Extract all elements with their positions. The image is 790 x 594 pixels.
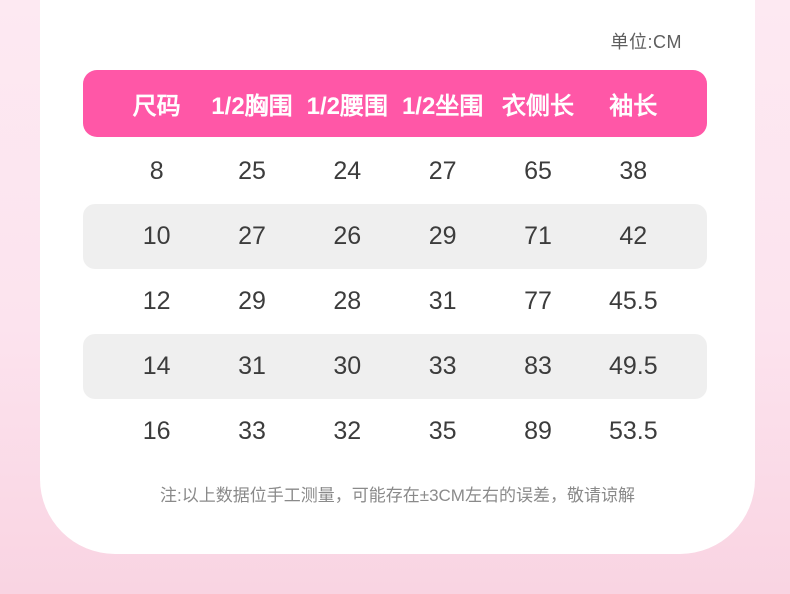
cell-waist: 24: [333, 157, 362, 185]
cell-sleeve: 49.5: [608, 352, 658, 380]
cell-length: 89: [524, 417, 552, 445]
cell-sleeve: 42: [619, 222, 648, 250]
column-header-waist: 1/2腰围: [306, 93, 388, 120]
cell-length: 65: [524, 157, 552, 185]
measurement-note: 注:以上数据位手工测量，可能存在±3CM左右的误差，敬请谅解: [160, 486, 635, 505]
cell-chest: 33: [238, 417, 266, 445]
column-header-chest: 1/2胸围: [211, 93, 293, 120]
cell-hip: 29: [428, 222, 457, 250]
cell-size: 16: [142, 417, 171, 445]
column-header-length: 衣侧长: [501, 93, 574, 120]
cell-size: 8: [149, 157, 164, 185]
cell-length: 77: [524, 287, 552, 315]
cell-waist: 28: [333, 287, 362, 315]
cell-chest: 31: [238, 352, 266, 380]
cell-waist: 32: [333, 417, 362, 445]
cell-sleeve: 38: [619, 157, 648, 185]
cell-sleeve: 53.5: [608, 417, 658, 445]
size-chart-card: 单位:CM 尺码 1/2胸围 1/2腰围 1/2坐围 衣侧长 袖长 8 25 2…: [40, 0, 755, 554]
column-header-hip: 1/2坐围: [401, 93, 484, 120]
cell-hip: 35: [428, 417, 457, 445]
table-row: 8 25 24 27 65 38: [83, 139, 707, 204]
cell-hip: 31: [428, 287, 457, 315]
table-row: 12 29 28 31 77 45.5: [83, 269, 707, 334]
cell-length: 71: [524, 222, 552, 250]
cell-hip: 33: [428, 352, 457, 380]
table-header-row: 尺码 1/2胸围 1/2腰围 1/2坐围 衣侧长 袖长: [83, 70, 707, 137]
table-row: 16 33 32 35 89 53.5: [83, 399, 707, 464]
cell-size: 12: [142, 287, 171, 315]
cell-waist: 30: [333, 352, 362, 380]
cell-chest: 29: [238, 287, 266, 315]
cell-waist: 26: [333, 222, 362, 250]
column-header-sleeve: 袖长: [609, 93, 658, 120]
cell-length: 83: [524, 352, 552, 380]
column-header-size: 尺码: [132, 93, 181, 120]
size-table: 尺码 1/2胸围 1/2腰围 1/2坐围 衣侧长 袖长 8 25 24 27 6…: [83, 70, 707, 464]
cell-sleeve: 45.5: [608, 287, 658, 315]
cell-hip: 27: [428, 157, 457, 185]
table-row: 14 31 30 33 83 49.5: [83, 334, 707, 399]
cell-size: 10: [142, 222, 171, 250]
cell-size: 14: [142, 352, 171, 380]
cell-chest: 27: [238, 222, 266, 250]
cell-chest: 25: [238, 157, 266, 185]
table-row: 10 27 26 29 71 42: [83, 204, 707, 269]
unit-label: 单位:CM: [610, 32, 682, 52]
